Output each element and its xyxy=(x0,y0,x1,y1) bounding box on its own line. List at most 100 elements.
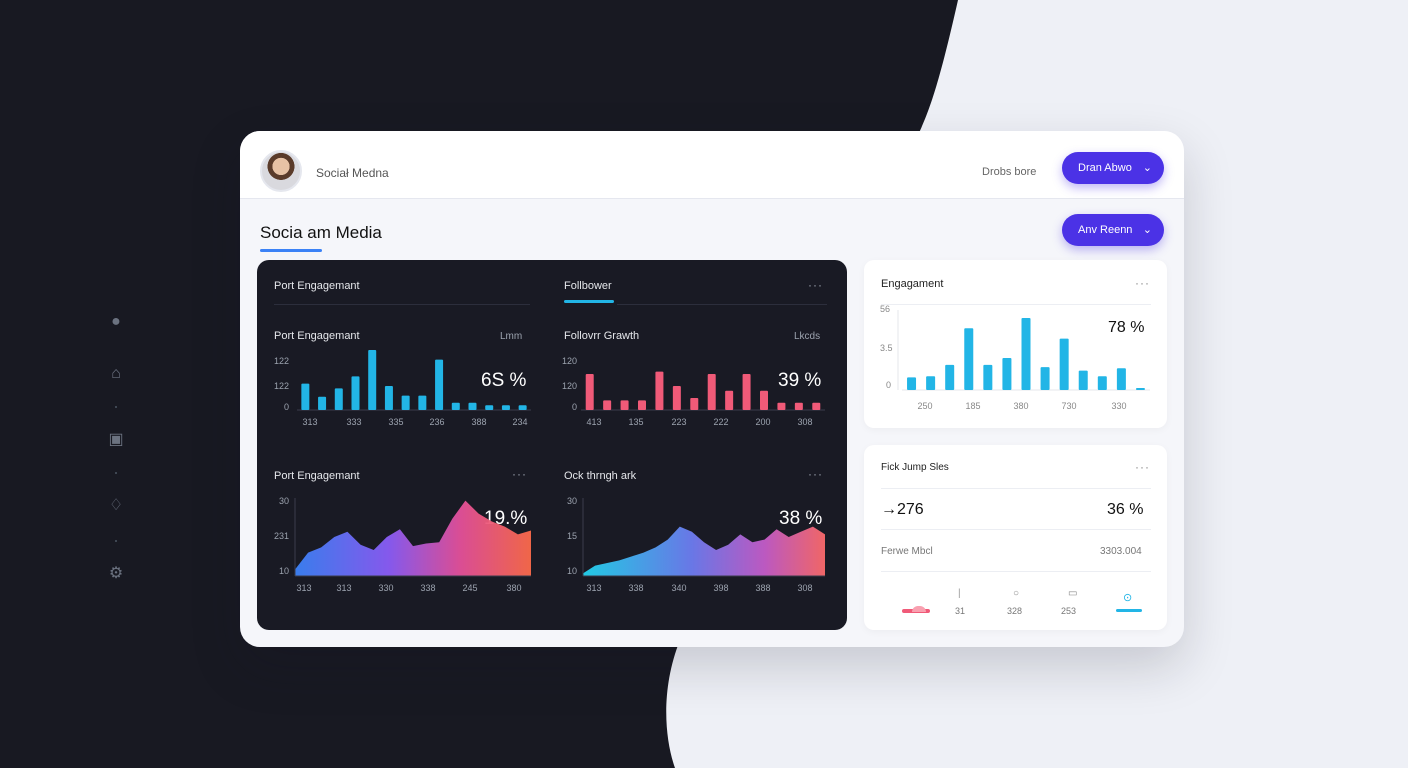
chart1-title: Port Engagemant xyxy=(274,330,360,342)
chart-bar xyxy=(1135,388,1145,390)
x-tick: 185 xyxy=(965,401,981,411)
chart-bar xyxy=(794,402,803,410)
engagement-percent: 78 % xyxy=(1108,319,1145,336)
primary-dropdown-button[interactable]: Dran Abwo ⌄ xyxy=(1062,152,1164,184)
chart-bar xyxy=(926,376,936,390)
chart-bar xyxy=(655,371,664,410)
heart-icon[interactable] xyxy=(912,606,926,612)
card-divider xyxy=(881,304,1151,305)
title-underline xyxy=(260,249,322,252)
x-tick: 335 xyxy=(388,417,404,427)
tab-follower[interactable]: Follbower xyxy=(564,280,612,292)
dark-analytics-panel: Port Engagemant Follbower ··· Port Engag… xyxy=(257,260,847,630)
tab-post-engagement[interactable]: Port Engagemant xyxy=(274,280,360,292)
chart-bar xyxy=(945,364,955,390)
settings-icon[interactable]: ⚙ xyxy=(108,565,124,582)
engagement-title: Engagament xyxy=(881,278,944,290)
stats-card: Fick Jump Sles ··· →276 36 % Ferwe Mbcl … xyxy=(864,445,1167,630)
chart-bar xyxy=(435,359,444,410)
chart-bar xyxy=(690,398,699,410)
x-tick: 330 xyxy=(1111,401,1127,411)
chart-bar xyxy=(1097,376,1107,390)
x-tick: 340 xyxy=(671,583,687,593)
y-tick: 231 xyxy=(273,531,289,541)
chart4-area xyxy=(582,498,825,577)
x-tick: 398 xyxy=(713,583,729,593)
x-tick: 223 xyxy=(671,417,687,427)
x-tick: 338 xyxy=(420,583,436,593)
chart-bar xyxy=(777,402,786,410)
chevron-down-icon: ⌄ xyxy=(1142,224,1152,236)
left-sidebar: ● ⌂ ▣ ♢ ⚙ xyxy=(96,300,136,600)
tab-divider xyxy=(617,304,827,305)
x-tick: 308 xyxy=(797,583,813,593)
stats-value: →276 xyxy=(881,501,924,518)
secondary-dropdown-label: Anv Reenn xyxy=(1078,224,1133,236)
x-tick: 330 xyxy=(378,583,394,593)
chart-bar xyxy=(301,383,310,410)
x-tick: 200 xyxy=(755,417,771,427)
chart4-percent: 38 % xyxy=(779,508,823,529)
chart-bar xyxy=(812,402,821,410)
y-tick: 0 xyxy=(571,402,577,412)
chart-bar xyxy=(983,364,993,390)
engagement-bars xyxy=(897,310,1150,391)
stats-label: Ferwe Mbcl xyxy=(881,546,933,557)
chart-bar xyxy=(585,374,594,410)
more-options-icon[interactable]: ··· xyxy=(1135,460,1150,474)
x-tick: 413 xyxy=(586,417,602,427)
more-options-icon[interactable]: ··· xyxy=(1135,276,1150,290)
engagement-card: Engagament ··· 56 3.5 0 78 % 250 185 380… xyxy=(864,260,1167,428)
x-tick: 313 xyxy=(296,583,312,593)
top-bar: Sociał Medna Drobs bore Dran Abwo ⌄ xyxy=(240,131,1184,199)
chart2-bars xyxy=(581,371,825,411)
refresh-icon[interactable]: ⊙ xyxy=(1123,592,1133,604)
y-tick: 10 xyxy=(566,566,577,576)
separator-dot xyxy=(115,406,117,408)
active-tab-indicator xyxy=(564,300,614,303)
chart-bar xyxy=(1040,367,1050,390)
home-icon[interactable]: ⌂ xyxy=(111,365,121,382)
chart-bar xyxy=(334,388,343,410)
y-tick: 122 xyxy=(273,356,289,366)
chart-bar xyxy=(1116,368,1126,390)
x-tick: 236 xyxy=(429,417,445,427)
x-tick: 250 xyxy=(917,401,933,411)
x-tick: 338 xyxy=(628,583,644,593)
briefcase-icon[interactable]: ▣ xyxy=(108,431,124,448)
more-options-icon[interactable]: ··· xyxy=(512,467,527,481)
chart-bar xyxy=(351,376,360,410)
compass-icon[interactable]: ● xyxy=(111,313,121,330)
avatar[interactable] xyxy=(260,150,302,192)
bottom-stat: 328 xyxy=(1007,606,1023,616)
dashboard-card: Sociał Medna Drobs bore Dran Abwo ⌄ Soci… xyxy=(240,131,1184,647)
x-tick: 388 xyxy=(755,583,771,593)
more-options-icon[interactable]: ··· xyxy=(808,278,823,292)
chart-bar xyxy=(725,390,734,410)
card-divider xyxy=(881,571,1151,572)
share-icon[interactable]: ▭ xyxy=(1068,588,1078,599)
x-tick: 135 xyxy=(628,417,644,427)
card-divider xyxy=(881,529,1151,530)
chart-bar xyxy=(603,400,612,410)
chart-bar xyxy=(638,400,646,410)
page-title: Socia am Media xyxy=(260,223,382,242)
pin-icon[interactable]: ♢ xyxy=(108,497,124,514)
chart-bar xyxy=(964,328,974,390)
y-tick: 56 xyxy=(880,304,891,314)
chart3-area xyxy=(294,498,531,577)
active-indicator-bar xyxy=(1116,609,1142,612)
chart-bar xyxy=(518,405,527,410)
chart-area-series xyxy=(295,500,531,576)
separator-dot xyxy=(115,472,117,474)
secondary-dropdown-button[interactable]: Anv Reenn ⌄ xyxy=(1062,214,1164,246)
comment-icon[interactable]: ○ xyxy=(1013,588,1020,599)
chart1-percent: 6S % xyxy=(481,370,527,391)
chevron-down-icon: ⌄ xyxy=(1142,162,1152,174)
bottom-stat: 31 xyxy=(955,606,966,616)
chart2-title: Follovrr Grawth xyxy=(564,330,640,342)
topbar-link[interactable]: Drobs bore xyxy=(982,166,1037,178)
chart1-subtitle: Lmm xyxy=(500,331,523,342)
x-tick: 313 xyxy=(302,417,318,427)
more-options-icon[interactable]: ··· xyxy=(808,467,823,481)
